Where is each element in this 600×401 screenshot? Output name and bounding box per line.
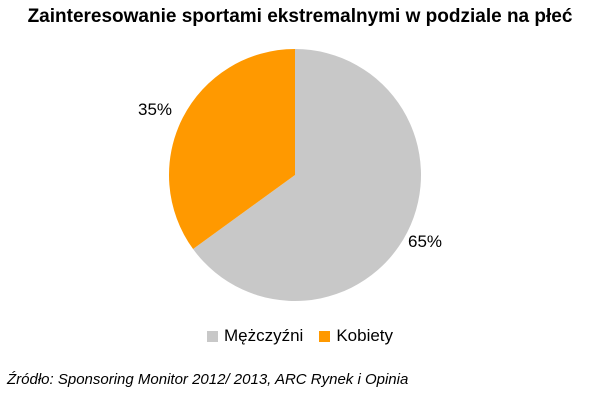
chart-title: Zainteresowanie sportami ekstremalnymi w…	[27, 6, 573, 27]
legend-label-mezczyzni: Mężczyźni	[223, 326, 304, 345]
legend-swatch-kobiety	[319, 330, 331, 342]
pie-slice-mezczyzni	[193, 49, 421, 301]
legend-item-mezczyzni: Mężczyźni	[206, 326, 304, 346]
pie-data-labels: 65% 35%	[138, 100, 442, 251]
legend: Mężczyźni Kobiety	[0, 326, 600, 346]
legend-item-kobiety: Kobiety	[319, 326, 393, 346]
pie-slice-kobiety	[168, 49, 295, 250]
legend-swatch-mezczyzni	[206, 330, 218, 342]
pie-slices	[168, 49, 421, 301]
data-label-kobiety: 35%	[138, 100, 172, 119]
data-label-mezczyzni: 65%	[408, 232, 442, 251]
source-note: Źródło: Sponsoring Monitor 2012/ 2013, A…	[7, 371, 409, 388]
legend-label-kobiety: Kobiety	[336, 326, 394, 345]
